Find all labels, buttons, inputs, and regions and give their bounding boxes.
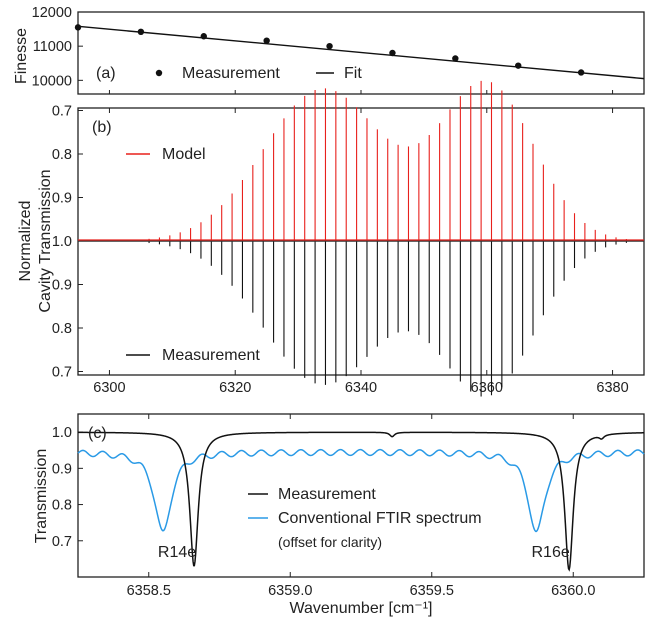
panel-c-frame bbox=[77, 413, 645, 578]
measurement-point bbox=[326, 42, 333, 50]
panel-c-legend-measurement: Measurement bbox=[278, 486, 376, 503]
panel-b-ytick-label: 0.9 bbox=[52, 278, 72, 294]
panel-a-legend-measurement-marker bbox=[155, 69, 163, 77]
panel-a-ytick-label: 10000 bbox=[32, 73, 72, 89]
panel-c-ytick-label: 0.9 bbox=[52, 461, 72, 477]
measurement-point bbox=[137, 28, 145, 36]
panel-c-ytick-label: 1.0 bbox=[52, 425, 72, 441]
panel-c-xtick-label: 6359.0 bbox=[268, 583, 312, 599]
panel-a-ytick-label: 12000 bbox=[32, 5, 72, 21]
panel-a-ylabel: Finesse bbox=[13, 28, 30, 84]
panel-c-ytick-label: 0.8 bbox=[52, 498, 72, 514]
panel-c-xtick-label: 6360.0 bbox=[551, 583, 595, 599]
panel-b-ylabel-line2: Cavity Transmission bbox=[37, 169, 54, 312]
panel-b-xtick-label: 6320 bbox=[219, 380, 251, 396]
panel-a-measurement-points bbox=[74, 24, 585, 76]
panel-c-label: (c) bbox=[88, 425, 107, 442]
panel-c-xlabel: Wavenumber [cm⁻¹] bbox=[290, 600, 433, 617]
panel-b: 6300 6320 6340 6360 6380 0.7 0.8 0.9 1.0 0.9 0.8 0.… bbox=[17, 80, 645, 397]
panel-b-legend-model: Model bbox=[162, 146, 206, 163]
panel-a-legend-fit: Fit bbox=[344, 65, 362, 82]
panel-a-fit-line bbox=[77, 25, 645, 80]
panel-c-spectra bbox=[77, 431, 645, 572]
panel-b-xtick-label: 6340 bbox=[345, 380, 377, 396]
measurement-point bbox=[200, 33, 207, 40]
panel-a-ytick-label: 11000 bbox=[33, 39, 72, 55]
panel-b-legend-measurement: Measurement bbox=[162, 347, 260, 364]
panel-a-legend-measurement: Measurement bbox=[182, 65, 280, 82]
measurement-point bbox=[452, 55, 459, 62]
panel-b-spectrum-lines bbox=[78, 80, 644, 397]
line-label-r16e: R16e bbox=[531, 544, 569, 561]
panel-b-xtick-label: 6380 bbox=[596, 380, 628, 396]
line-label-r14e: R14e bbox=[158, 544, 196, 561]
panel-c-legend-ftir: Conventional FTIR spectrum bbox=[278, 510, 482, 527]
panel-c-legend-ftir-note: (offset for clarity) bbox=[278, 534, 382, 550]
panel-a-ticks: 10000 11000 12000 bbox=[32, 5, 614, 94]
panel-b-ytick-label: 0.8 bbox=[52, 321, 72, 337]
measurement-point bbox=[263, 37, 270, 44]
panel-b-ticks: 6300 6320 6340 6360 6380 0.7 0.8 0.9 1.0 0.9 0.8 0.… bbox=[52, 104, 629, 397]
panel-c-xtick-label: 6359.5 bbox=[410, 583, 454, 599]
panel-c: 0.7 0.8 0.9 1.0 6358.5 6359.0 6359.5 6360.0 (c)… bbox=[33, 413, 645, 617]
panel-c-ticks: 0.7 0.8 0.9 1.0 6358.5 6359.0 6359.5 6360.0 bbox=[52, 414, 595, 599]
measurement-point bbox=[577, 69, 585, 76]
measurement-point bbox=[74, 24, 82, 31]
panel-b-ytick-label: 1.0 bbox=[52, 234, 72, 250]
panel-b-ytick-label: 0.7 bbox=[52, 104, 72, 120]
panel-b-ylabel-line1: Normalized bbox=[17, 201, 34, 282]
panel-a: 10000 11000 12000 (a) Measurement Fit Fine… bbox=[13, 5, 645, 95]
panel-c-xtick-label: 6358.5 bbox=[127, 583, 171, 599]
panel-b-ytick-label: 0.9 bbox=[52, 191, 72, 207]
panel-b-ytick-label: 0.7 bbox=[52, 365, 72, 381]
fit-line bbox=[77, 25, 645, 80]
panel-b-ytick-label: 0.8 bbox=[52, 147, 72, 163]
measurement-point bbox=[389, 49, 396, 57]
ftir-curve bbox=[77, 448, 645, 533]
measurement-point bbox=[515, 62, 522, 69]
panel-c-ylabel: Transmission bbox=[33, 449, 50, 544]
panel-c-ytick-label: 0.7 bbox=[52, 534, 72, 550]
panel-b-xtick-label: 6360 bbox=[471, 380, 503, 396]
panel-b-xtick-label: 6300 bbox=[93, 380, 125, 396]
measurement-curve bbox=[77, 431, 645, 572]
panel-b-label: (b) bbox=[92, 119, 112, 136]
panel-a-label: (a) bbox=[96, 65, 116, 82]
